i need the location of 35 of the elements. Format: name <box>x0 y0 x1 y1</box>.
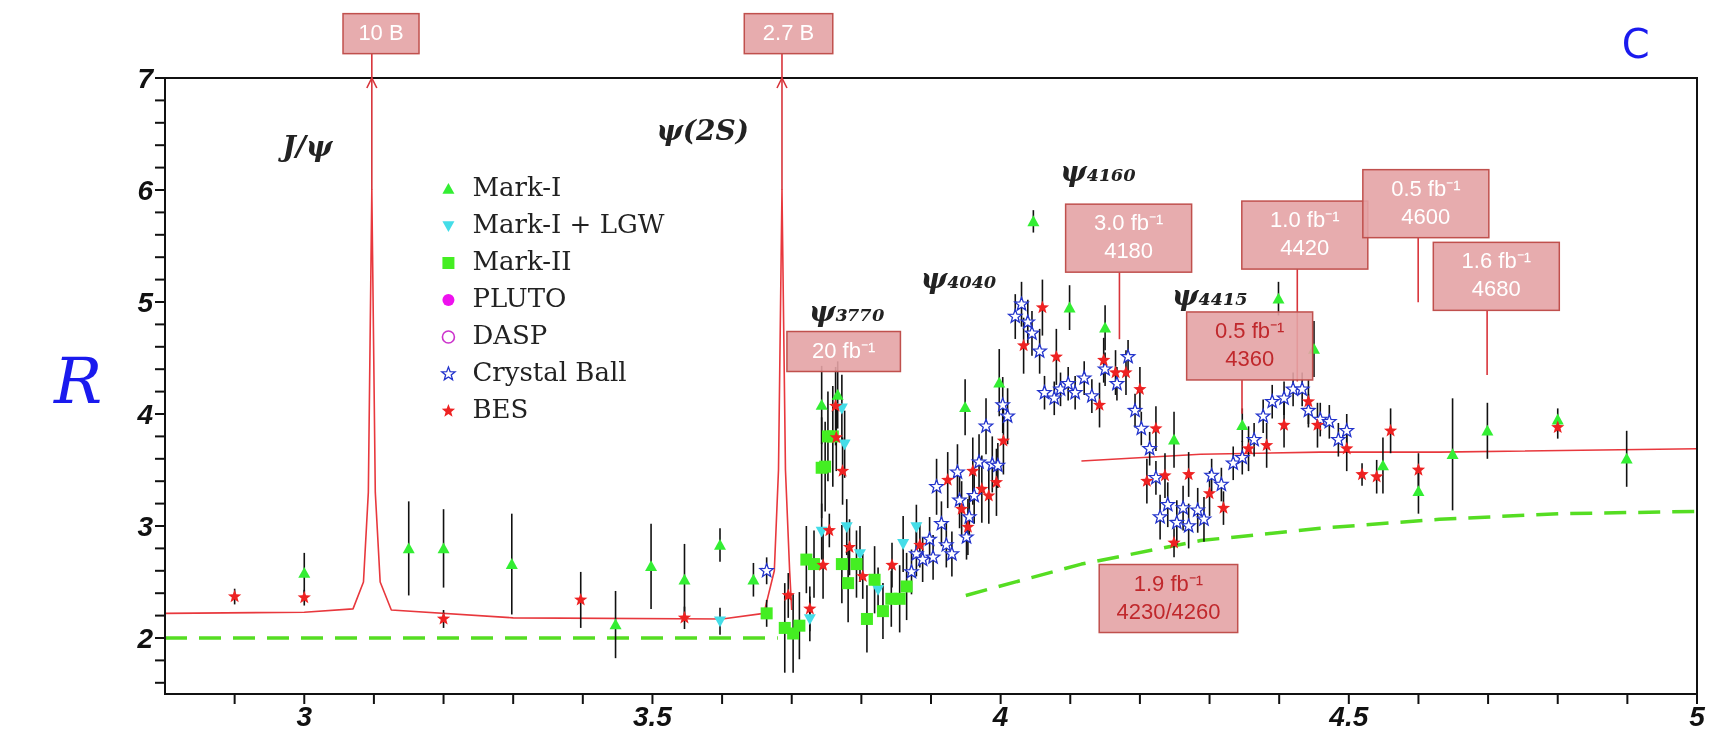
y-tick-label: 5 <box>137 286 154 318</box>
annotation: 3.0 fb⁻¹ 4180 <box>1093 209 1164 263</box>
annotation: 1.6 fb⁻¹ 4680 <box>1461 248 1531 302</box>
annotation: ψ₃₇₇₀ <box>809 294 885 328</box>
annotation: 0.5 fb⁻¹ 4600 <box>1391 175 1461 229</box>
legend-label: Mark-I + LGW <box>472 209 665 239</box>
legend-label: BES <box>472 394 529 424</box>
annotation: 1.0 fb⁻¹ 4420 <box>1270 206 1340 260</box>
y-axis-title: R <box>52 343 103 418</box>
annotation: 10 B <box>358 19 404 45</box>
y-tick-label: 7 <box>137 62 155 94</box>
annotation: ψ₄₁₆₀ <box>1060 154 1136 188</box>
y-tick-label: 3 <box>137 510 154 542</box>
annotation: ψ(2S) <box>656 114 750 148</box>
x-tick-label: 4.5 <box>1328 700 1369 732</box>
annotation: 0.5 fb⁻¹ 4360 <box>1214 317 1285 371</box>
x-tick-label: 4 <box>991 700 1009 732</box>
legend-label: Crystal Ball <box>472 357 627 387</box>
annotation: ψ₄₄₁₅ <box>1172 278 1248 312</box>
x-tick-label: 3.5 <box>632 700 673 732</box>
x-tick-label: 5 <box>1689 700 1706 732</box>
y-tick-label: 2 <box>136 622 154 654</box>
y-tick-label: 4 <box>136 398 154 430</box>
x-tick-label: 3 <box>296 700 313 732</box>
text: C <box>1621 21 1650 68</box>
annotation: J/ψ <box>277 129 335 163</box>
annotation: 2.7 B <box>762 19 815 45</box>
legend-label: Mark-I <box>472 172 562 202</box>
legend-label: DASP <box>472 320 548 350</box>
legend-label: Mark-II <box>472 246 572 276</box>
legend-label: PLUTO <box>472 283 567 313</box>
annotation: 20 fb⁻¹ <box>812 337 876 363</box>
annotation: ψ₄₀₄₀ <box>920 262 997 296</box>
y-tick-label: 6 <box>137 174 154 206</box>
annotation: 1.9 fb⁻¹ 4230/4260 <box>1116 570 1221 624</box>
